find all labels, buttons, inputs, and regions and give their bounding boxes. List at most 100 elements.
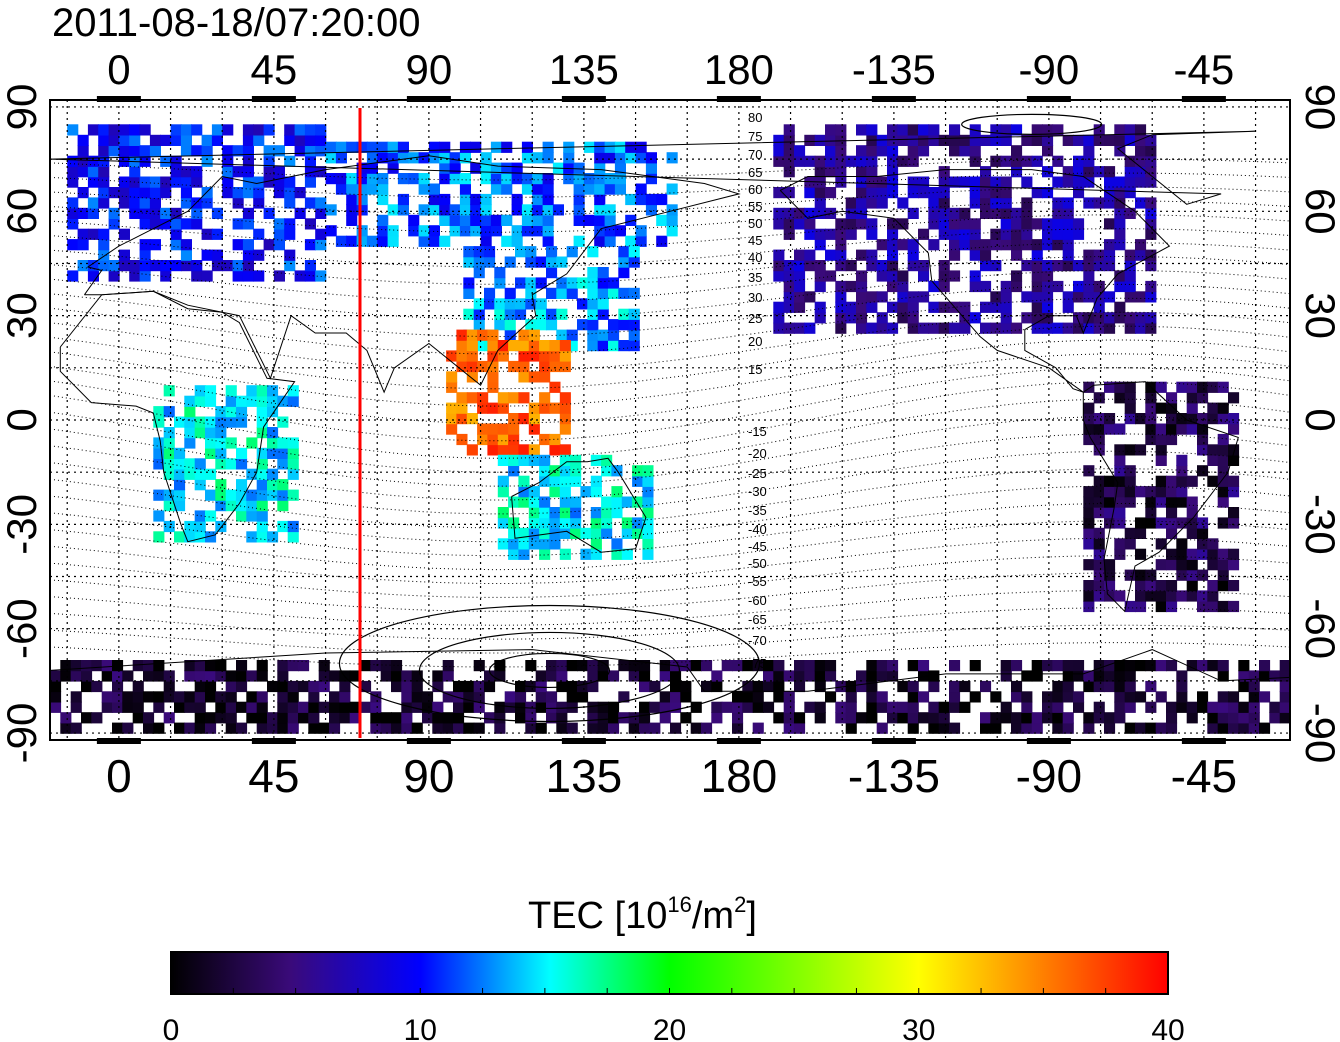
tec-cell-russia	[377, 173, 389, 185]
tec-cell-europe	[253, 270, 265, 282]
tec-cell-south-america	[1186, 559, 1198, 571]
tec-cell-antarctica	[1228, 691, 1240, 703]
tec-cell-north-america	[825, 134, 837, 146]
tec-cell-europe	[253, 197, 265, 209]
frame-tick	[251, 738, 296, 744]
tec-cell-russia	[470, 204, 482, 216]
tec-cell-australia	[570, 527, 582, 539]
tec-cell-east-asia	[535, 256, 547, 268]
tec-cell-south-east-asia	[539, 360, 551, 373]
tec-cell-africa	[246, 468, 258, 480]
tec-cell-antarctica	[1228, 701, 1240, 713]
tec-cell-south-america	[1124, 569, 1136, 581]
tec-cell-russia	[521, 152, 533, 164]
tec-cell-north-america	[1031, 218, 1043, 230]
tec-cell-russia	[532, 152, 544, 164]
tec-cell-europe	[149, 260, 161, 272]
tec-cell-russia	[459, 141, 471, 153]
tec-cell-north-america	[949, 228, 961, 240]
coastlines	[50, 130, 1290, 692]
tec-cell-north-america	[1145, 228, 1157, 240]
tec-cell-antarctica	[112, 701, 124, 713]
tec-cell-north-america	[887, 228, 899, 240]
tec-cell-south-america	[1124, 486, 1136, 498]
tec-cell-europe	[108, 145, 120, 157]
coastline	[511, 457, 647, 553]
tec-cell-africa	[174, 458, 186, 470]
tec-cell-antarctica	[1104, 712, 1116, 724]
tec-cell-russia	[387, 152, 399, 164]
tec-cell-north-america	[949, 249, 961, 261]
tec-cell-north-america	[835, 291, 847, 303]
tec-cell-south-east-asia	[487, 360, 499, 373]
tec-cell-north-america	[1052, 260, 1064, 272]
tec-cell-europe	[191, 260, 203, 272]
tec-cell-antarctica	[1217, 712, 1229, 724]
tec-cell-europe	[160, 187, 172, 199]
tec-cell-south-america	[1145, 423, 1157, 435]
contour-label: -15	[748, 424, 767, 439]
contour-line	[50, 311, 1290, 372]
tec-cell-south-america	[1155, 402, 1167, 414]
tec-cell-antarctica	[1259, 722, 1271, 734]
tec-cell-africa	[236, 479, 248, 491]
tec-cell-north-america	[949, 134, 961, 146]
tec-cell-south-america	[1217, 454, 1229, 466]
tec-cell-north-america	[804, 134, 816, 146]
tec-cell-south-america	[1124, 465, 1136, 477]
tec-cell-europe	[160, 207, 172, 219]
tec-cell-antarctica	[959, 701, 971, 713]
tec-cell-russia	[666, 225, 678, 237]
tec-cell-north-america	[866, 228, 878, 240]
tec-cell-north-america	[1021, 218, 1033, 230]
contour-label: 15	[748, 362, 762, 377]
tec-cell-antarctica	[618, 660, 630, 672]
tec-cell-north-america	[887, 176, 899, 188]
tec-cell-russia	[614, 225, 626, 237]
tec-cell-north-america	[949, 176, 961, 188]
tec-cell-south-east-asia	[508, 340, 520, 352]
tec-cell-north-america	[990, 176, 1002, 188]
tec-cell-antarctica	[1207, 722, 1219, 734]
tec-cell-north-america	[1135, 239, 1147, 251]
tec-cell-east-asia	[566, 340, 578, 352]
tec-cell-antarctica	[215, 691, 227, 703]
tec-cell-antarctica	[143, 691, 155, 703]
tec-cell-antarctica	[153, 670, 165, 682]
tec-cell-north-america	[1114, 124, 1126, 136]
tec-cell-north-america	[887, 249, 899, 261]
tec-cell-antarctica	[101, 691, 113, 703]
tec-cell-europe	[232, 187, 244, 199]
tec-cell-europe	[139, 249, 151, 261]
tec-cell-russia	[459, 204, 471, 216]
tec-cell-east-asia	[463, 246, 475, 258]
tec-cell-antarctica	[122, 691, 134, 703]
tec-cell-east-asia	[525, 277, 537, 289]
tec-cell-europe	[67, 207, 79, 219]
tec-cell-south-east-asia	[539, 392, 551, 404]
tec-cell-north-america	[1062, 239, 1074, 251]
tec-cell-africa	[184, 406, 196, 418]
tec-cell-north-america	[907, 124, 919, 136]
tec-cell-south-east-asia	[559, 423, 571, 435]
tec-cell-north-america	[897, 291, 909, 303]
tec-cell-russia	[490, 214, 502, 226]
tec-cell-europe	[273, 187, 285, 199]
tec-cell-europe	[284, 197, 296, 209]
tec-cell-south-america	[1145, 507, 1157, 519]
left-lat-label: 60	[0, 188, 45, 235]
tec-cell-australia	[570, 475, 582, 487]
tec-cell-north-america	[835, 124, 847, 136]
tec-cell-north-america	[1083, 134, 1095, 146]
contour-line	[50, 339, 1290, 407]
tec-cell-antarctica	[277, 712, 289, 724]
tec-cell-antarctica	[215, 712, 227, 724]
tec-cell-russia	[356, 173, 368, 185]
tec-cell-europe	[139, 187, 151, 199]
tec-cell-north-america	[928, 124, 940, 136]
tec-cell-north-america	[1104, 322, 1116, 334]
tec-cell-antarctica	[287, 680, 299, 693]
tec-cell-russia	[439, 173, 451, 185]
tec-cell-europe	[242, 124, 254, 136]
